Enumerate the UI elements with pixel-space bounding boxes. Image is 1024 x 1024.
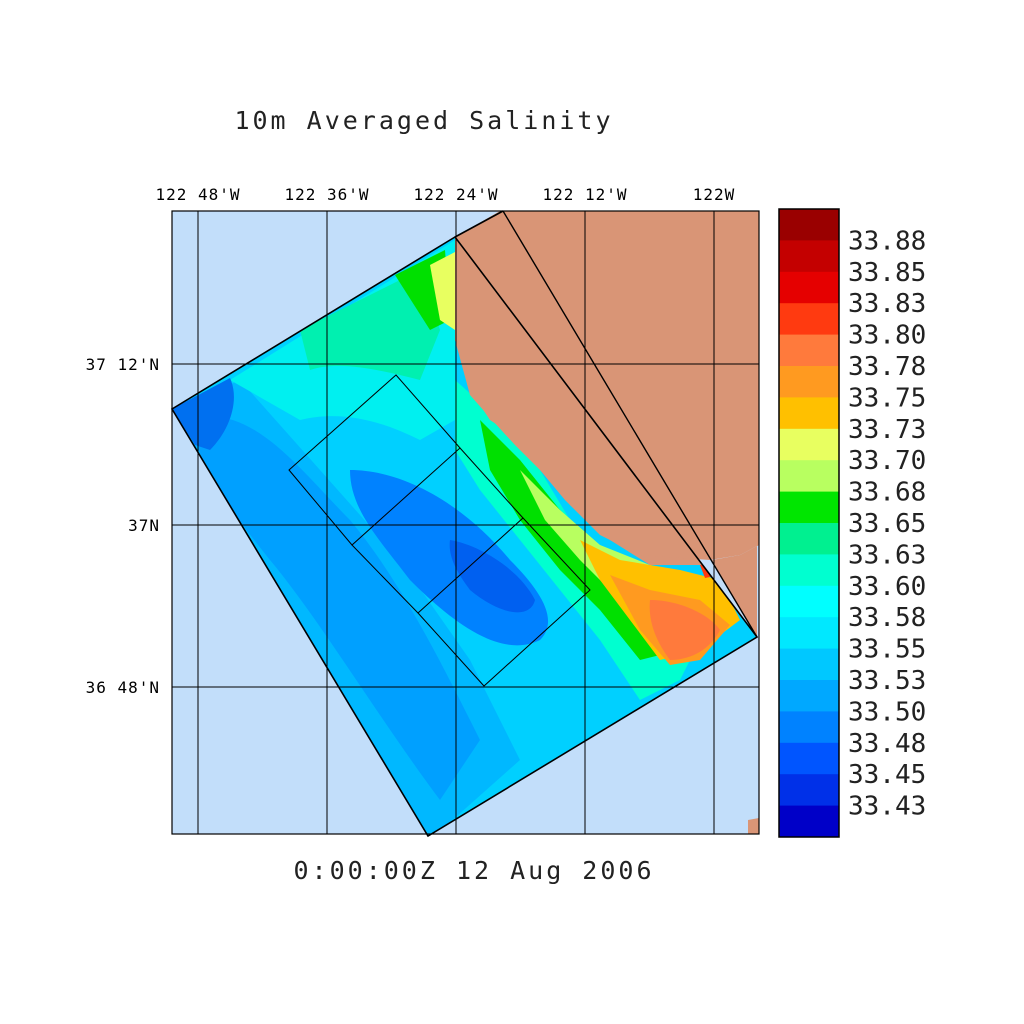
lon-label: 122W [693,185,736,204]
colorbar-label: 33.83 [848,289,926,319]
colorbar-label: 33.75 [848,383,926,413]
colorbar-label: 33.88 [848,226,926,256]
colorbar-swatch [779,523,839,555]
colorbar-label: 33.85 [848,258,926,288]
colorbar-swatch [779,303,839,336]
colorbar-swatch [779,680,839,712]
colorbar-label: 33.80 [848,321,926,351]
lat-label: 36 48'N [86,678,160,697]
colorbar-swatch [779,491,839,524]
colorbar-label: 33.50 [848,697,926,727]
colorbar-label: 33.68 [848,478,926,508]
colorbar-label: 33.63 [848,540,926,570]
lat-label: 37N [128,516,160,535]
colorbar-swatch [779,460,839,493]
colorbar-swatch [779,240,839,273]
colorbar-swatch [779,554,839,587]
colorbar-swatch [779,334,839,367]
lon-label: 122 12'W [542,185,627,204]
colorbar-label: 33.58 [848,603,926,633]
timestamp: 0:00:00Z 12 Aug 2006 [293,856,655,885]
colorbar-label: 33.78 [848,352,926,382]
colorbar-label: 33.60 [848,572,926,602]
plot-title: 10m Averaged Salinity [234,106,614,135]
subdomain-box-south [417,517,591,687]
map-frame [171,210,760,835]
colorbar-swatch [779,711,839,744]
colorbar-label: 33.70 [848,446,926,476]
colorbar-swatch [779,366,839,398]
lon-label: 122 48'W [155,185,240,204]
colorbar-frame [778,208,840,838]
colorbar-label: 33.43 [848,792,926,822]
graticule [172,211,759,834]
colorbar-swatch [779,617,839,650]
lat-label: 37 12'N [86,355,160,374]
colorbar-label: 33.55 [848,635,926,665]
lon-label: 122 24'W [413,185,498,204]
lon-label: 122 36'W [284,185,369,204]
colorbar-swatch [779,209,839,241]
colorbar-swatch [779,805,839,838]
colorbar-swatch [779,271,839,304]
colorbar-label: 33.53 [848,666,926,696]
colorbar-swatch [779,397,839,430]
colorbar-label: 33.65 [848,509,926,539]
colorbar-label: 33.48 [848,729,926,759]
colorbar-label: 33.45 [848,760,926,790]
colorbar-swatch [779,428,839,461]
colorbar-swatch [779,585,839,618]
colorbar-swatch [779,742,839,775]
colorbar-label: 33.73 [848,415,926,445]
colorbar-swatch [779,648,839,681]
colorbar: 33.8833.8533.8333.8033.7833.7533.7333.70… [778,208,926,838]
colorbar-swatch [779,774,839,807]
